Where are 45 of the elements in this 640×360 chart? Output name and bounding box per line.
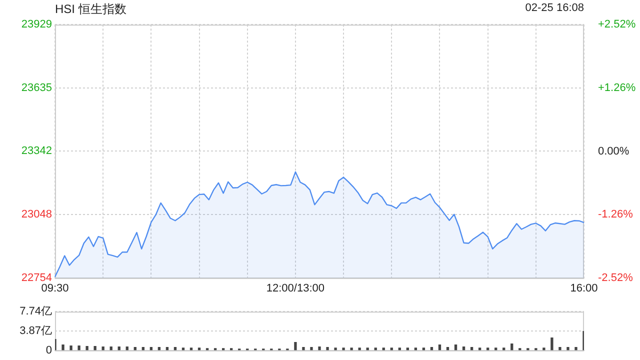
bar	[318, 346, 321, 350]
y2-tick-label: 0.00%	[598, 145, 630, 158]
bar	[326, 347, 329, 350]
bar	[510, 344, 514, 350]
x-tick-label: 09:30	[41, 282, 69, 295]
y-tick-label: 3.87亿	[20, 325, 52, 338]
bar	[574, 347, 578, 350]
y2-tick-label: -2.52%	[598, 272, 634, 284]
bar	[86, 346, 88, 350]
bar	[302, 347, 305, 350]
chart-title: HSI 恒生指数	[55, 1, 126, 18]
bar	[70, 346, 72, 350]
bar	[94, 346, 96, 350]
y2-tick-label: +1.26%	[598, 82, 636, 94]
bar	[566, 347, 570, 350]
bar	[110, 346, 112, 350]
bar	[118, 346, 120, 350]
bar	[310, 347, 313, 350]
bar	[334, 348, 337, 350]
y-tick-label: 7.74亿	[20, 306, 52, 318]
y-tick-label: 23342	[21, 145, 52, 158]
bar	[350, 348, 353, 350]
bar	[294, 342, 297, 350]
y-tick-label: 23048	[21, 208, 52, 221]
y2-tick-label: +2.52%	[598, 18, 636, 31]
bar	[438, 344, 442, 350]
bar	[558, 347, 562, 350]
bar	[550, 338, 554, 350]
x-tick-label: 12:00/13:00	[266, 282, 325, 295]
y-tick-label: 22754	[21, 272, 52, 284]
bar	[542, 348, 546, 350]
bar	[62, 344, 64, 350]
bar	[342, 348, 345, 350]
bar	[126, 346, 128, 350]
bar	[454, 344, 458, 350]
bar	[102, 346, 104, 350]
chart-subtitle: 02-25 16:08	[525, 2, 584, 14]
y-tick-label: 0	[46, 344, 52, 356]
bar	[358, 348, 361, 350]
y-tick-label: 23635	[21, 82, 52, 94]
x-tick-label: 16:00	[570, 282, 598, 295]
y-tick-label: 23929	[21, 18, 52, 31]
y2-tick-label: -1.26%	[598, 208, 634, 221]
bar	[78, 346, 80, 350]
bar	[462, 346, 466, 350]
